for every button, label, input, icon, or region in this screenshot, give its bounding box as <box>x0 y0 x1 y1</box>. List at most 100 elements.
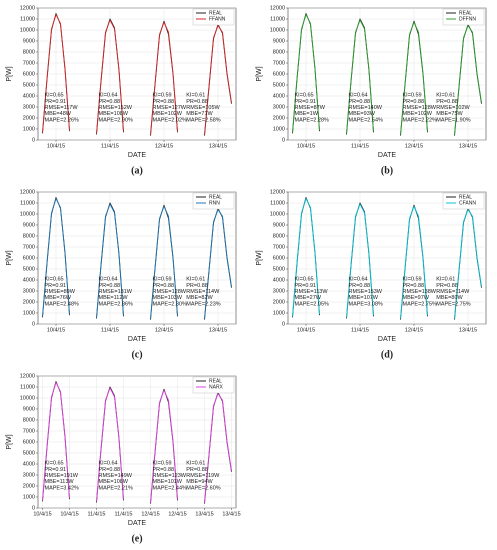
annotation: KI=0.64 <box>99 93 118 99</box>
y-axis-label: P[W] <box>6 250 13 265</box>
annotation: RMSE=127W <box>153 105 187 111</box>
panel: 0 1000 2000 3000 4000 5000 6000 7000 8000 9000 100… <box>256 5 487 176</box>
annotation: RMSE=113W <box>295 289 329 295</box>
annotation: PR=0.88 <box>349 283 371 289</box>
x-tick-label: 10/4/15 <box>47 327 65 333</box>
annotation: RMSE=191W <box>45 473 79 479</box>
y-tick-label: 9000 <box>23 406 35 412</box>
legend-label: REAL <box>209 378 222 384</box>
y-tick-label: 6000 <box>23 71 35 77</box>
y-tick-label: 8000 <box>23 49 35 55</box>
y-tick-label: 11000 <box>270 200 285 206</box>
y-tick-label: 8000 <box>23 417 35 423</box>
annotation: KI=0.64 <box>349 277 368 283</box>
x-axis-label: DATE <box>378 152 396 159</box>
annotation: MBE=76W <box>45 295 72 301</box>
annotation: MAPE=2.28% <box>295 117 330 123</box>
annotation: MBE=27W <box>295 295 322 301</box>
y-tick-label: 5000 <box>273 82 285 88</box>
x-tick-label: 12/4/15 <box>405 327 423 333</box>
y-tick-label: 11000 <box>20 200 35 206</box>
annotation: RMSE=117W <box>45 105 79 111</box>
panel-label: (a) <box>131 165 143 176</box>
y-tick-label: 1000 <box>273 126 285 132</box>
series-line <box>292 198 482 319</box>
y-tick-label: 10000 <box>20 27 35 33</box>
annotation: MAPE=2.22% <box>403 117 438 123</box>
annotation: PR=0.88 <box>403 283 425 289</box>
annotation: KI=0.61 <box>186 461 205 467</box>
x-tick-label: 11/4/15 <box>101 327 119 333</box>
annotation: MBE=108W <box>99 479 129 485</box>
y-tick-label: 12000 <box>20 189 35 195</box>
series-line <box>42 198 232 319</box>
y-tick-label: 9000 <box>23 222 35 228</box>
y-tick-label: 3000 <box>23 104 35 110</box>
y-tick-label: 11000 <box>20 384 35 390</box>
y-tick-label: 6000 <box>273 71 285 77</box>
annotation: MBE=1W <box>295 111 319 117</box>
series-line <box>292 14 482 135</box>
annotation: MBE=97W <box>403 295 430 301</box>
y-tick-label: 6000 <box>273 255 285 261</box>
y-tick-label: 8000 <box>273 49 285 55</box>
annotation: MAPE=2.60% <box>186 485 221 491</box>
y-tick-label: 1000 <box>23 126 35 132</box>
x-tick-label: 13/4/15 <box>209 327 227 333</box>
annotation: RMSE=131W <box>99 289 133 295</box>
annotation: KI=0.59 <box>153 93 172 99</box>
annotation: PR=0.88 <box>436 99 458 105</box>
series-line <box>292 197 482 320</box>
annotation: RMSE=138W <box>403 289 437 295</box>
x-tick-label: 10/4/15 <box>297 327 315 333</box>
legend-label: REAL <box>459 194 472 200</box>
panel-label: (c) <box>131 349 142 360</box>
panel: 0 1000 2000 3000 4000 5000 6000 7000 8000 9000 100… <box>6 373 241 544</box>
y-tick-label: 8000 <box>23 233 35 239</box>
y-tick-label: 11000 <box>20 16 35 22</box>
panel: 0 1000 2000 3000 4000 5000 6000 7000 8000 9000 100… <box>6 5 237 176</box>
y-tick-label: 1000 <box>23 310 35 316</box>
annotation: MAPE=2.44% <box>153 485 188 491</box>
annotation: RMSE=123W <box>153 473 187 479</box>
annotation: PR=0.88 <box>99 99 121 105</box>
panel-label: (e) <box>131 533 142 544</box>
annotation: MBE=102W <box>153 111 183 117</box>
annotation: PR=0.88 <box>403 99 425 105</box>
x-tick-label: 12/4/15 <box>155 143 173 149</box>
y-tick-label: 10000 <box>20 211 35 217</box>
y-axis-label: P[W] <box>6 66 13 81</box>
annotation: KI=0.64 <box>349 93 368 99</box>
legend-label: RNN <box>209 200 220 206</box>
y-tick-label: 5000 <box>273 266 285 272</box>
x-tick-label: 13/4/15 <box>195 511 213 517</box>
x-tick-label: 13/4/15 <box>222 511 240 517</box>
y-tick-label: 1000 <box>273 310 285 316</box>
y-tick-label: 4000 <box>273 277 285 283</box>
annotation: MBE=113W <box>45 479 75 485</box>
y-tick-label: 3000 <box>23 288 35 294</box>
x-tick-label: 12/4/15 <box>141 511 159 517</box>
annotation: PR=0.91 <box>45 467 67 473</box>
legend-label: REAL <box>459 10 472 16</box>
annotation: PR=0.91 <box>295 99 317 105</box>
y-tick-label: 7000 <box>23 60 35 66</box>
x-tick-label: 11/4/15 <box>101 143 119 149</box>
series-line <box>42 13 232 136</box>
annotation: KI=0.59 <box>403 93 422 99</box>
annotation: MAPE=1.90% <box>436 117 471 123</box>
annotation: RMSE=105W <box>186 105 220 111</box>
y-tick-label: 7000 <box>23 428 35 434</box>
annotation: PR=0.91 <box>45 99 67 105</box>
annotation: PR=0.88 <box>436 283 458 289</box>
x-axis-label: DATE <box>128 520 146 527</box>
x-tick-label: 13/4/15 <box>209 143 227 149</box>
legend-label: DFFNN <box>459 16 476 22</box>
x-tick-label: 12/4/15 <box>168 511 186 517</box>
annotation: PR=0.88 <box>186 99 208 105</box>
annotation: MAPE=2.86% <box>99 301 134 307</box>
annotation: PR=0.91 <box>295 283 317 289</box>
y-tick-label: 9000 <box>273 222 285 228</box>
annotation: MBE=108W <box>99 111 129 117</box>
